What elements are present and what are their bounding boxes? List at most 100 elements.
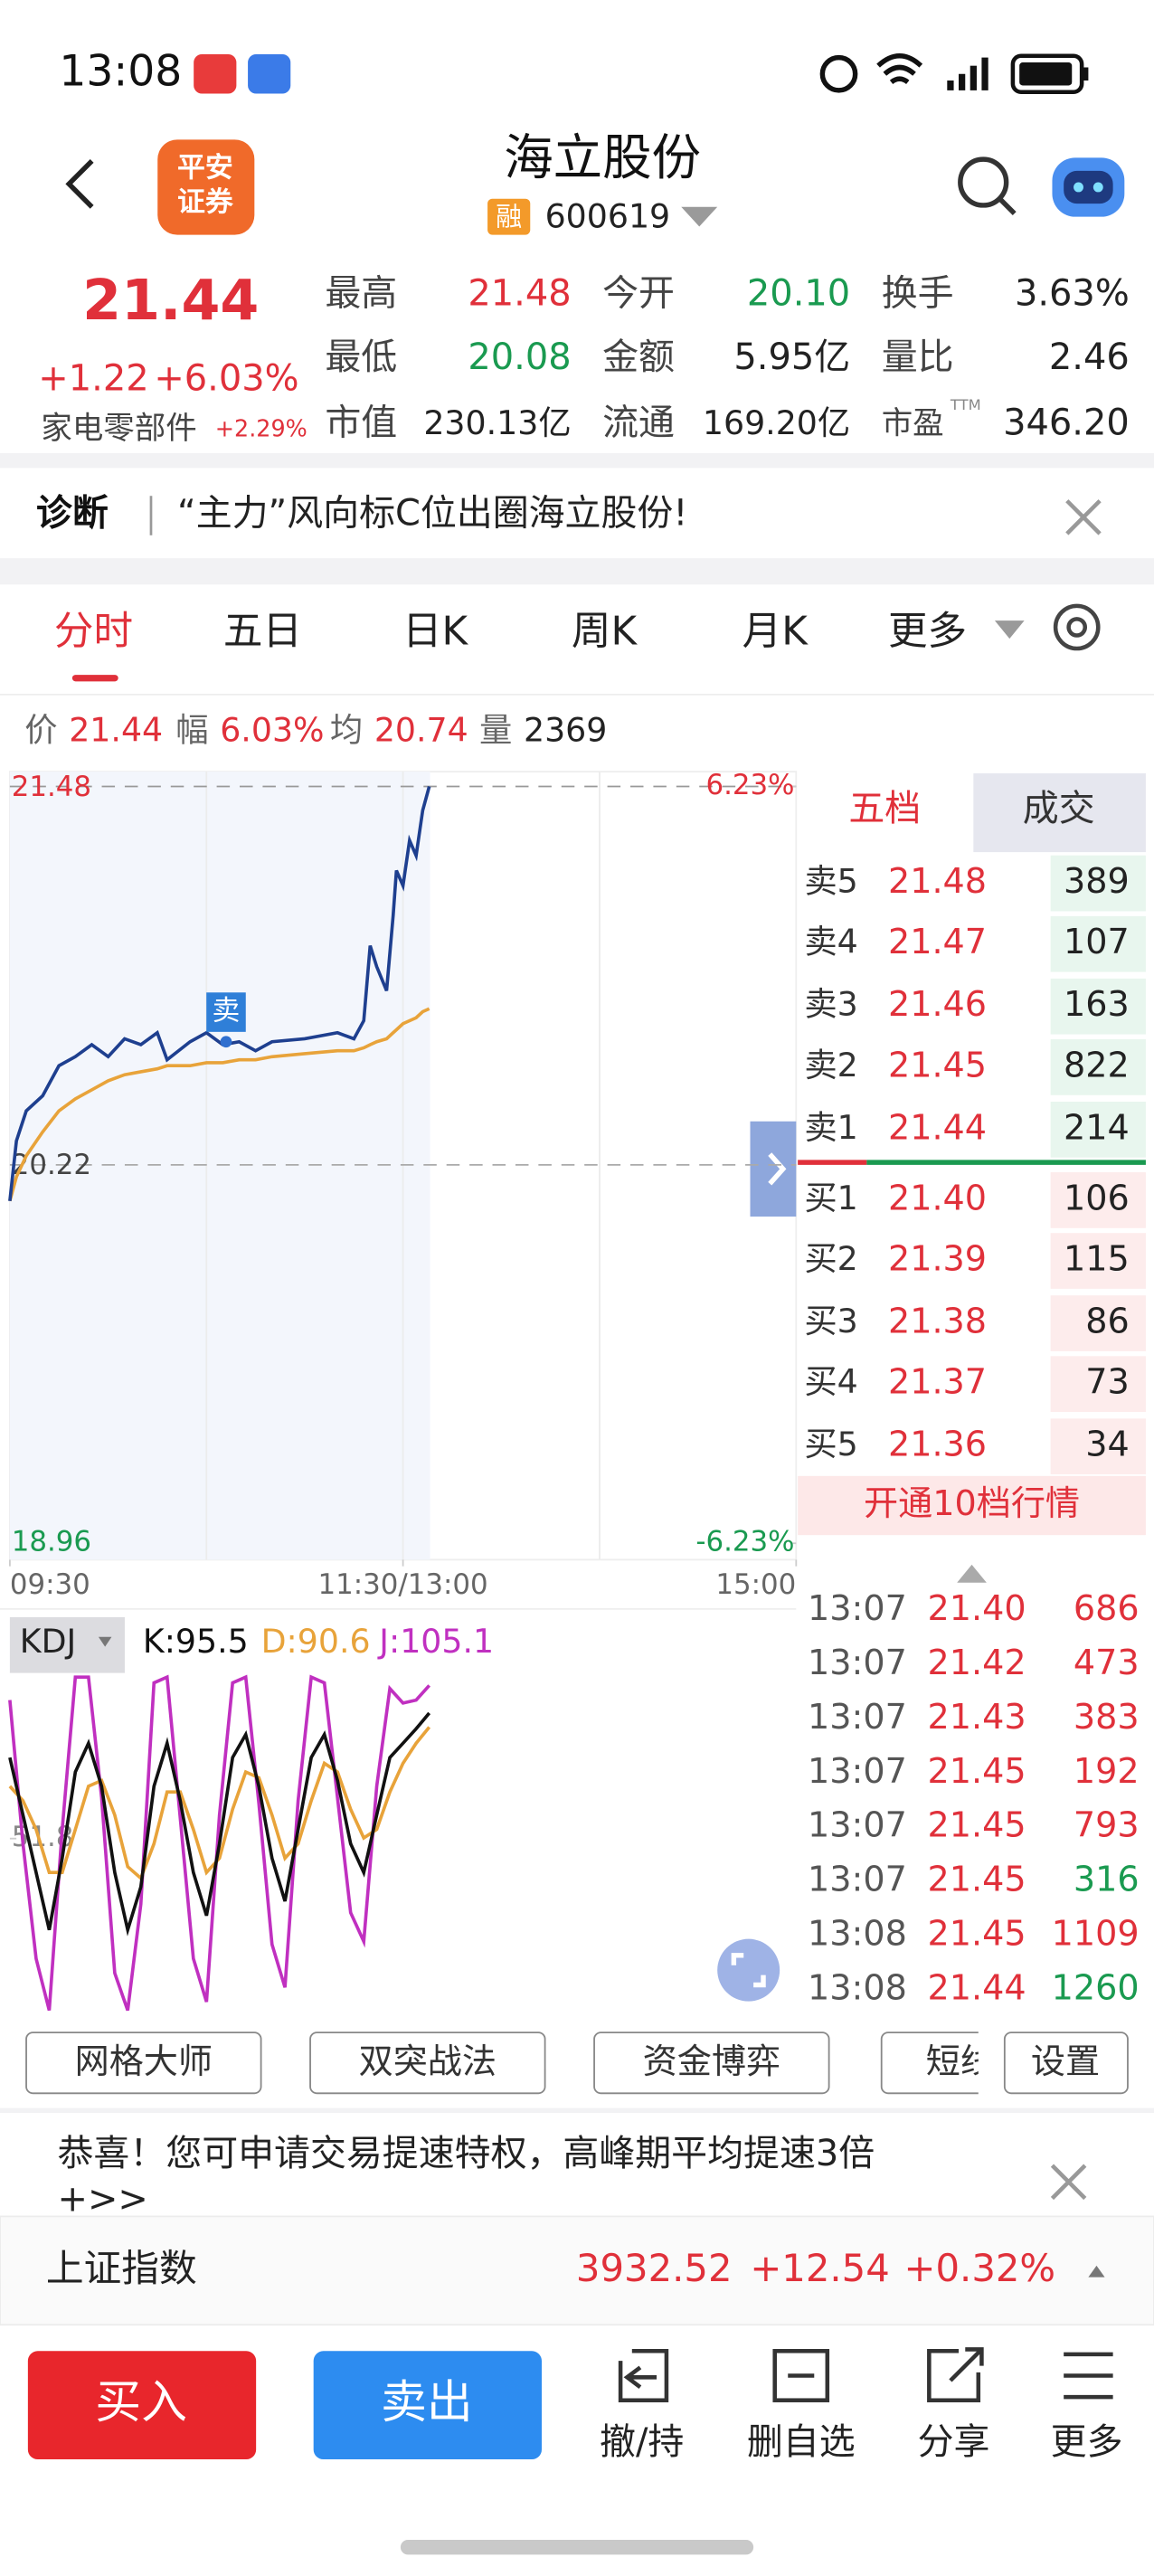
trade-price: 21.45 [928, 1914, 1026, 1954]
book-row-bg [1050, 1356, 1146, 1413]
stat-value: 20.10 [747, 272, 850, 314]
trade-volume: 316 [1074, 1860, 1140, 1899]
close-banner[interactable] [1050, 2164, 1087, 2201]
trade-volume: 383 [1074, 1697, 1140, 1737]
book-upgrade[interactable]: 开通10档行情 [864, 1483, 1080, 1523]
book-volume: 107 [1064, 922, 1130, 961]
book-volume: 73 [1085, 1362, 1129, 1402]
banner-text: +>> [58, 2179, 148, 2221]
expand-book[interactable] [750, 1121, 797, 1217]
book-volume: 115 [1064, 1239, 1130, 1279]
book-label: 买4 [804, 1362, 857, 1401]
tool-button-bg [593, 2031, 830, 2095]
book-volume: 34 [1085, 1425, 1129, 1464]
trade-price: 21.45 [928, 1805, 1026, 1845]
action-label[interactable]: 分享 [918, 2421, 990, 2463]
chart-tab[interactable]: 更多 [888, 610, 967, 655]
action-icons [618, 2347, 1113, 2402]
change: +1.22 [38, 358, 148, 400]
book-price: 21.48 [888, 861, 987, 901]
book-row-bg [1050, 1039, 1146, 1095]
book-volume: 86 [1085, 1302, 1129, 1341]
book-label: 买5 [804, 1425, 857, 1463]
tool-label: 资金博弈 [643, 2041, 780, 2081]
action-label[interactable]: 更多 [1051, 2421, 1123, 2463]
tool-button-bg[interactable] [1003, 2031, 1129, 2095]
book-label: 买2 [804, 1239, 857, 1278]
tool-button[interactable]: 短线 [880, 2031, 1083, 2095]
stat-value: 346.20 [1003, 402, 1130, 444]
assistant-button[interactable] [1052, 157, 1125, 217]
action-label[interactable]: 删自选 [747, 2421, 856, 2463]
stat-label: 流通 [602, 402, 675, 444]
status-time: 13:08 [59, 47, 182, 97]
annotation-badge [206, 992, 246, 1032]
settings-gear[interactable] [1053, 603, 1101, 651]
chart-tab[interactable]: 月K [743, 610, 809, 655]
trade-time: 13:08 [808, 1967, 907, 2007]
book-row-bg [1050, 1233, 1146, 1289]
banner-text: 恭喜！您可申请交易提速特权，高峰期平均提速3倍 [58, 2133, 875, 2174]
book-tab[interactable]: 成交 [1023, 788, 1095, 829]
chart-tab[interactable]: 日K [402, 610, 469, 655]
index-value: 3932.52 [576, 2246, 733, 2290]
tool-label: 双突战法 [359, 2041, 497, 2081]
diagnosis-label: 诊断 [36, 493, 109, 535]
summary-value: 2369 [524, 711, 607, 750]
book-price: 21.45 [888, 1045, 987, 1084]
book-price: 21.37 [888, 1362, 987, 1402]
buy-label: 买入 [95, 2375, 187, 2429]
back-button[interactable] [65, 159, 94, 209]
y2-tick-label: -6.23% [695, 1526, 794, 1558]
summary-value: 20.74 [374, 711, 468, 750]
stat-value: 169.20亿 [703, 403, 850, 442]
tool-button[interactable]: 资金博弈 [593, 2031, 830, 2095]
chart-tab[interactable]: 分时 [54, 610, 133, 655]
book-label: 买3 [804, 1302, 857, 1340]
sector-change: +2.29% [215, 415, 307, 442]
book-tab[interactable]: 五档 [848, 788, 921, 829]
book-label: 买1 [804, 1179, 857, 1217]
stat-value: 2.46 [1049, 336, 1130, 378]
book-price: 21.36 [888, 1425, 987, 1464]
book-volume: 214 [1064, 1107, 1130, 1147]
legend-entry: K:95.5 [143, 1622, 249, 1661]
tool-button[interactable]: 网格大师 [25, 2031, 262, 2095]
trade-time: 13:07 [808, 1643, 907, 1682]
buy-button[interactable] [27, 2351, 257, 2460]
book-row-bg [1050, 978, 1146, 1035]
toolbar: 网格大师 双突战法 资金博弈 短线 [25, 2031, 1083, 2095]
trade-volume: 473 [1074, 1643, 1140, 1682]
annotation-dot [220, 1036, 232, 1048]
series-line [8, 1674, 430, 2012]
y-tick-label: 20.22 [12, 1149, 91, 1181]
book-row-bg [1050, 1172, 1146, 1228]
book-row-bg [1050, 1101, 1146, 1158]
trade-time: 13:07 [808, 1805, 907, 1845]
trade-price: 21.44 [928, 1967, 1026, 2007]
trade-time: 13:08 [808, 1914, 907, 1954]
trade-volume: 192 [1074, 1751, 1140, 1791]
summary-value: 6.03% [220, 711, 324, 750]
stat-value: 3.63% [1015, 272, 1130, 314]
y-tick-label: 21.48 [12, 771, 91, 803]
stat-value: 230.13亿 [423, 403, 571, 442]
stat-label: 最高 [325, 272, 397, 314]
book-volume: 822 [1064, 1045, 1130, 1084]
action-label[interactable]: 撤/持 [600, 2421, 684, 2463]
series-line [8, 1007, 430, 1202]
tool-button-bg [309, 2031, 546, 2095]
series-line [8, 1726, 431, 1881]
sell-button[interactable] [313, 2351, 542, 2460]
last-price: 21.44 [82, 268, 259, 333]
search-button[interactable] [958, 156, 1017, 215]
chart-tab[interactable]: 周K [572, 610, 638, 655]
book-row-bg [1050, 1295, 1146, 1351]
chart-tab[interactable]: 五日 [223, 610, 302, 655]
trade-time: 13:07 [808, 1860, 907, 1899]
tool-label: 短线 [926, 2041, 995, 2081]
close-diagnosis[interactable] [1065, 499, 1102, 535]
tool-button[interactable]: 双突战法 [309, 2031, 546, 2095]
fullscreen-button[interactable] [717, 1938, 780, 2002]
